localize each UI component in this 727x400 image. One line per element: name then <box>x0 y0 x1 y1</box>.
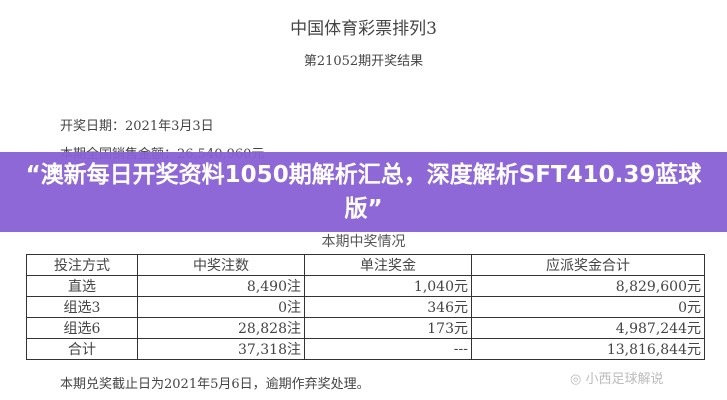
cell: 0注 <box>137 296 305 318</box>
headline-banner: “澳新每日开奖资料1050期解析汇总，深度解析SFT410.39蓝球版” <box>0 152 727 232</box>
cell: 346元 <box>304 296 472 318</box>
header-cell: 应派奖金合计 <box>471 254 705 276</box>
cell: --- <box>304 338 472 360</box>
watermark-text: 小西足球解说 <box>585 372 664 387</box>
cell: 0元 <box>471 296 705 318</box>
header-cell: 中奖注数 <box>137 254 305 276</box>
document-subtitle: 第21052期开奖结果 <box>303 54 424 69</box>
prize-table: 投注方式 中奖注数 单注奖金 应派奖金合计 直选 8,490注 1,040元 8… <box>26 254 705 360</box>
cell: 4,987,244元 <box>471 317 705 339</box>
cell: 13,816,844元 <box>471 338 705 360</box>
cell: 28,828注 <box>137 317 305 339</box>
table-row: 直选 8,490注 1,040元 8,829,600元 <box>26 275 705 297</box>
draw-date: 开奖日期：2021年3月3日 <box>60 119 214 134</box>
document-title: 中国体育彩票排列3 <box>290 19 437 39</box>
table-row: 合计 37,318注 --- 13,816,844元 <box>26 338 705 360</box>
headline-text: “澳新每日开奖资料1050期解析汇总，深度解析SFT410.39蓝球版” <box>25 162 702 222</box>
header-cell: 单注奖金 <box>304 254 472 276</box>
cell: 合计 <box>26 338 138 360</box>
weibo-icon: ◎ <box>570 372 586 387</box>
cell: 1,040元 <box>304 275 472 297</box>
header-cell: 投注方式 <box>26 254 138 276</box>
table-header-row: 投注方式 中奖注数 单注奖金 应派奖金合计 <box>26 254 705 276</box>
table-row: 组选3 0注 346元 0元 <box>26 296 705 318</box>
cell: 组选3 <box>26 296 138 318</box>
cell: 组选6 <box>26 317 138 339</box>
cell: 173元 <box>304 317 472 339</box>
watermark: ◎ 小西足球解说 <box>570 368 664 387</box>
table-row: 组选6 28,828注 173元 4,987,244元 <box>26 317 705 339</box>
deadline-note: 本期兑奖截止日为2021年5月6日，逾期作弃奖处理。 <box>60 377 370 392</box>
section-title: 本期中奖情况 <box>321 234 406 250</box>
cell: 直选 <box>26 275 138 297</box>
cell: 8,490注 <box>137 275 305 297</box>
cell: 8,829,600元 <box>471 275 705 297</box>
cell: 37,318注 <box>137 338 305 360</box>
